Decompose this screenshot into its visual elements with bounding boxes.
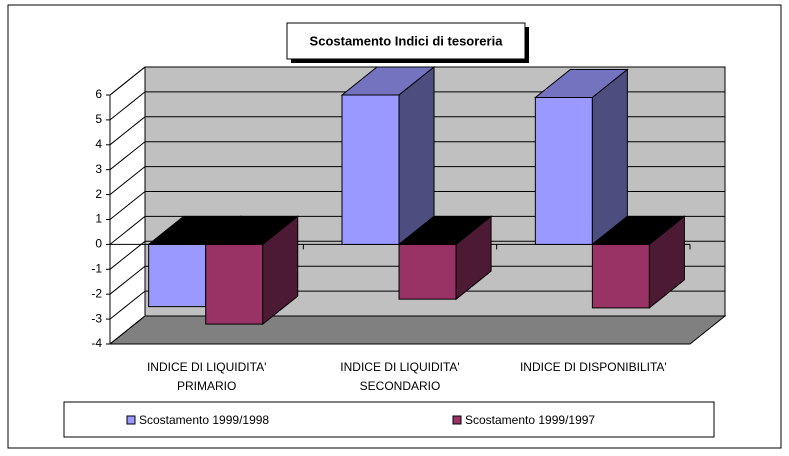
bar-side (262, 215, 299, 326)
x-tick-label: INDICE DI DISPONIBILITA' (520, 360, 667, 374)
grid-line (109, 116, 725, 146)
grid-line (109, 166, 725, 195)
legend-label: Scostamento 1999/1998 (139, 413, 269, 427)
y-tick-label: 6 (95, 87, 102, 101)
grid-line (109, 265, 725, 295)
legend-swatch (452, 415, 462, 425)
y-axis-depth (109, 66, 146, 96)
bar-front (341, 94, 400, 245)
x-tick-label: PRIMARIO (177, 379, 236, 393)
y-tick-label: 1 (95, 212, 102, 226)
legend (63, 401, 715, 438)
title-box (286, 22, 526, 60)
bar-front (534, 96, 593, 245)
bar-front (398, 243, 457, 300)
y-tick-label: 5 (95, 112, 102, 126)
grid-line (109, 191, 725, 220)
bar-side (648, 215, 685, 309)
y-tick-label: 3 (95, 162, 102, 176)
y-tick-label: -1 (91, 261, 102, 275)
floor (108, 315, 727, 345)
bar-front (205, 243, 264, 325)
y-tick-label: 2 (95, 187, 102, 201)
y-tick-label: -3 (91, 311, 102, 325)
grid-line (109, 240, 725, 270)
grid-line (109, 290, 725, 320)
grid-line (109, 315, 725, 345)
x-tick-label: SECONDARIO (360, 379, 441, 393)
bar-front (591, 243, 650, 309)
y-tick-label: -4 (91, 336, 102, 350)
x-tick-label: INDICE DI LIQUIDITA' (340, 360, 459, 374)
legend-label: Scostamento 1999/1997 (465, 413, 595, 427)
grid-line (109, 141, 725, 171)
y-tick-label: 0 (95, 237, 102, 251)
bar-side (591, 68, 628, 246)
y-tick-label: 4 (95, 137, 102, 151)
bar-side (398, 65, 435, 246)
bar-side (455, 215, 492, 301)
y-tick-label: -2 (91, 286, 102, 300)
chart-title: Scostamento Indici di tesoreria (310, 33, 504, 48)
x-tick-label: INDICE DI LIQUIDITA' (147, 360, 266, 374)
grid-line (109, 215, 725, 245)
legend-swatch (126, 415, 136, 425)
bar-front (148, 243, 207, 308)
grid-line (109, 91, 725, 121)
